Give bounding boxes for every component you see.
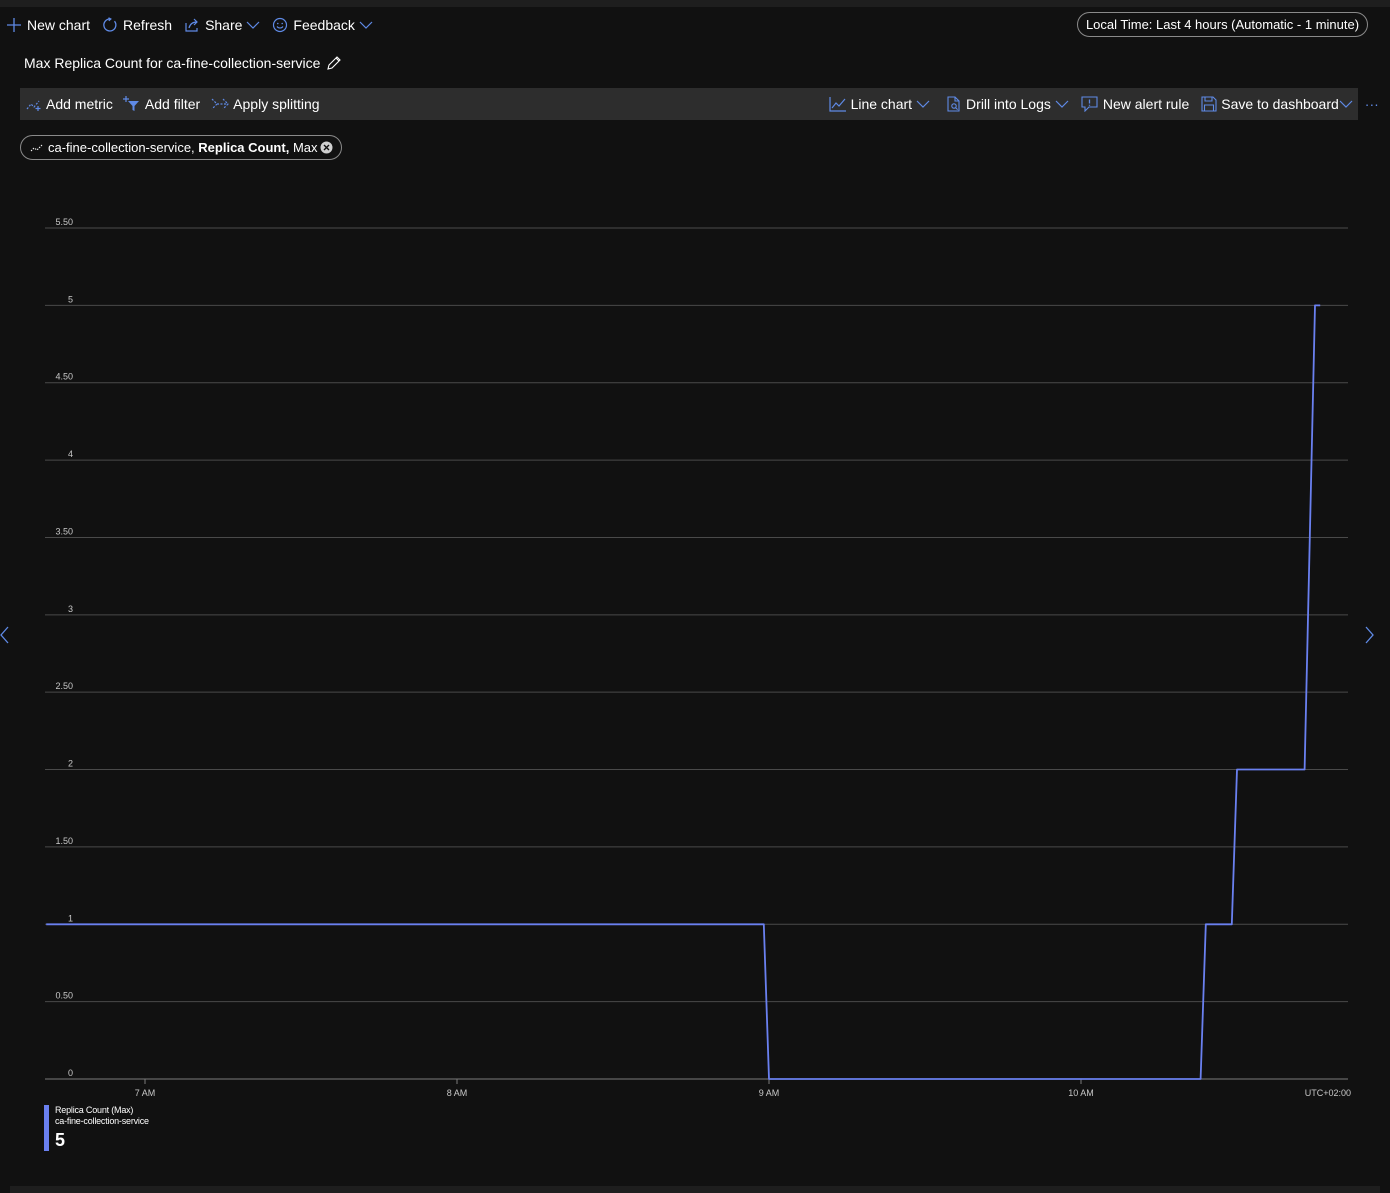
legend-metric: Replica Count (Max) <box>55 1105 134 1115</box>
drill-into-logs-label: Drill into Logs <box>966 96 1051 112</box>
line-chart: 0 0.50 1 1.50 2 2.50 3 3.50 4 4.50 5 5.50 7 AM 8 AM 9… <box>45 217 1351 1098</box>
feedback-label: Feedback <box>293 17 355 33</box>
share-label: Share <box>205 17 243 33</box>
y-axis-ticks: 0 0.50 1 1.50 2 2.50 3 3.50 4 4.50 5 5.50 <box>55 217 73 1078</box>
y-tick-label: 2 <box>68 759 73 769</box>
drill-into-logs-button[interactable]: Drill into Logs <box>946 96 1069 112</box>
logs-document-icon <box>947 96 960 112</box>
y-tick-label: 3.50 <box>55 526 73 536</box>
more-options-button[interactable]: ··· <box>1365 96 1379 112</box>
x-tick-label: 10 AM <box>1068 1088 1094 1098</box>
add-metric-button[interactable]: Add metric <box>26 96 113 112</box>
add-metric-icon <box>26 100 41 111</box>
legend-text: Replica Count (Max) ca-fine-collection-s… <box>55 1105 149 1151</box>
splitting-icon <box>211 98 230 110</box>
chevron-left-icon[interactable] <box>0 626 10 644</box>
time-range-picker[interactable]: Local Time: Last 4 hours (Automatic - 1 … <box>1077 12 1368 37</box>
filter-icon <box>122 96 139 111</box>
metric-pill-text: ca-fine-collection-service, Replica Coun… <box>48 140 318 155</box>
chevron-down-icon <box>1055 100 1069 108</box>
chevron-right-icon[interactable] <box>1364 626 1374 644</box>
refresh-button[interactable]: Refresh <box>102 17 172 33</box>
chevron-down-icon <box>1339 100 1353 108</box>
metric-pill-metric: Replica Count, <box>198 140 290 155</box>
save-icon <box>1201 96 1217 112</box>
legend-value: 5 <box>55 1130 66 1150</box>
chevron-down-icon <box>359 21 373 29</box>
line-chart-button[interactable]: Line chart <box>828 96 930 112</box>
metric-pill[interactable]: ca-fine-collection-service, Replica Coun… <box>20 135 342 160</box>
gridlines <box>45 227 1348 1080</box>
timezone-label: UTC+02:00 <box>1305 1088 1351 1098</box>
y-tick-label: 3 <box>68 604 73 614</box>
y-tick-label: 5.50 <box>55 217 73 227</box>
alert-icon <box>1081 96 1098 112</box>
line-chart-icon <box>828 97 846 112</box>
metric-pill-resource: ca-fine-collection-service, <box>48 140 195 155</box>
x-tick-label: 7 AM <box>135 1088 156 1098</box>
legend-resource: ca-fine-collection-service <box>55 1116 149 1126</box>
y-tick-label: 0.50 <box>55 991 73 1001</box>
smiley-icon <box>273 17 288 33</box>
bottom-strip <box>10 1186 1380 1193</box>
new-chart-label: New chart <box>27 17 91 33</box>
add-filter-button[interactable]: Add filter <box>122 96 201 112</box>
apply-splitting-button[interactable]: Apply splitting <box>211 96 320 112</box>
time-range-label: Local Time: Last 4 hours (Automatic - 1 … <box>1085 17 1360 32</box>
save-to-dashboard-button[interactable]: Save to dashboard <box>1201 96 1353 112</box>
chart-title: Max Replica Count for ca-fine-collection… <box>24 55 321 71</box>
metric-line-icon <box>30 144 43 151</box>
y-tick-label: 0 <box>68 1068 73 1078</box>
feedback-button[interactable]: Feedback <box>272 17 373 33</box>
share-button[interactable]: Share <box>184 17 260 33</box>
y-tick-label: 1.50 <box>55 836 73 846</box>
more-options-label: ··· <box>1364 96 1379 112</box>
y-tick-label: 5 <box>68 294 73 304</box>
metric-pill-aggregation: Max <box>292 140 318 155</box>
x-tick-label: 9 AM <box>759 1088 780 1098</box>
new-alert-rule-button[interactable]: New alert rule <box>1081 96 1189 112</box>
chevron-down-icon <box>246 21 260 29</box>
legend-swatch <box>44 1105 49 1151</box>
share-icon <box>185 18 198 32</box>
x-axis-ticks: 7 AM 8 AM 9 AM 10 AM <box>135 1079 1094 1098</box>
command-bar: New chart Refresh Share Feedback <box>0 10 379 40</box>
new-chart-button[interactable]: New chart <box>6 17 90 33</box>
apply-splitting-label: Apply splitting <box>233 96 320 112</box>
chart-legend[interactable]: Replica Count (Max) ca-fine-collection-s… <box>44 1105 149 1151</box>
y-tick-label: 2.50 <box>55 681 73 691</box>
pencil-icon[interactable] <box>326 55 342 71</box>
add-metric-label: Add metric <box>46 96 113 112</box>
plus-icon <box>7 18 21 32</box>
close-icon[interactable] <box>320 141 333 154</box>
chevron-down-icon <box>916 100 930 108</box>
series-layer <box>46 304 1321 1080</box>
top-strip <box>0 0 1390 7</box>
new-alert-rule-label: New alert rule <box>1102 96 1190 112</box>
refresh-label: Refresh <box>123 17 173 33</box>
y-tick-label: 4 <box>68 449 73 459</box>
save-to-dashboard-label: Save to dashboard <box>1221 96 1339 112</box>
y-tick-label: 1 <box>68 913 73 923</box>
y-tick-label: 4.50 <box>55 372 73 382</box>
refresh-icon <box>103 17 117 32</box>
add-filter-label: Add filter <box>144 96 201 112</box>
x-tick-label: 8 AM <box>447 1088 468 1098</box>
chart-title-row: Max Replica Count for ca-fine-collection… <box>24 55 342 71</box>
line-chart-label: Line chart <box>850 96 913 112</box>
series-line[interactable] <box>46 304 1321 1080</box>
chart-toolbar: Add metric Add filter Apply splitting Li… <box>20 88 1379 120</box>
